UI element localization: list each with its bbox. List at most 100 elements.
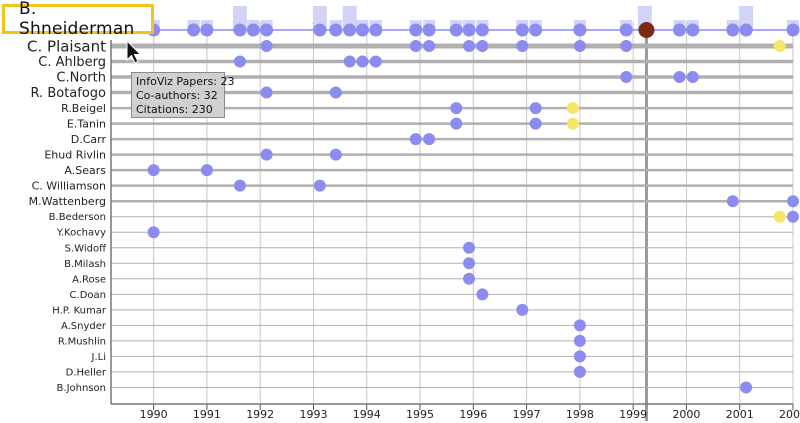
author-label[interactable]: D.Carr bbox=[71, 133, 107, 146]
publication-dot[interactable] bbox=[475, 23, 489, 37]
publication-dot[interactable] bbox=[409, 133, 422, 146]
x-tick-label: 1996 bbox=[459, 408, 487, 421]
publication-dot[interactable] bbox=[515, 23, 529, 37]
author-label[interactable]: S.Widoff bbox=[65, 243, 107, 254]
author-label[interactable]: Y.Kochavy bbox=[56, 228, 106, 239]
publication-dot[interactable] bbox=[449, 23, 463, 37]
author-label[interactable]: C. Plaisant bbox=[27, 37, 106, 55]
author-label[interactable]: Ehud Rivlin bbox=[44, 148, 106, 161]
publication-dot[interactable] bbox=[423, 133, 436, 146]
publication-dot[interactable] bbox=[422, 23, 436, 37]
publication-dot[interactable] bbox=[740, 381, 753, 394]
publication-dot[interactable] bbox=[260, 23, 274, 37]
selected-dot[interactable] bbox=[638, 22, 655, 38]
publication-dot[interactable] bbox=[356, 55, 369, 68]
publication-dot[interactable] bbox=[620, 71, 633, 84]
highlight-dot[interactable] bbox=[566, 102, 579, 115]
publication-dot[interactable] bbox=[246, 23, 260, 37]
author-label[interactable]: C. Ahlberg bbox=[38, 55, 106, 70]
publication-dot[interactable] bbox=[369, 23, 383, 37]
publication-dot[interactable] bbox=[686, 71, 699, 84]
author-label[interactable]: C. Williamson bbox=[32, 180, 106, 193]
publication-dot[interactable] bbox=[343, 23, 357, 37]
author-label[interactable]: R.Mushlin bbox=[58, 336, 106, 347]
publication-dot[interactable] bbox=[726, 23, 740, 37]
publication-dot[interactable] bbox=[573, 40, 586, 52]
publication-dot[interactable] bbox=[463, 257, 476, 270]
publication-dot[interactable] bbox=[329, 23, 343, 37]
author-label[interactable]: B.Johnson bbox=[57, 383, 106, 394]
publication-dot[interactable] bbox=[786, 23, 800, 37]
publication-dot[interactable] bbox=[260, 148, 273, 161]
author-label[interactable]: D.Heller bbox=[66, 367, 107, 378]
publication-dot[interactable] bbox=[686, 23, 700, 37]
publication-dot[interactable] bbox=[673, 71, 686, 84]
publication-dot[interactable] bbox=[313, 23, 327, 37]
publication-dot[interactable] bbox=[573, 350, 586, 363]
highlight-dot[interactable] bbox=[773, 210, 786, 223]
publication-dot[interactable] bbox=[463, 241, 476, 254]
publication-dot[interactable] bbox=[516, 40, 529, 52]
publication-dot[interactable] bbox=[423, 40, 436, 52]
author-label[interactable]: E.Tanin bbox=[67, 117, 106, 130]
publication-dot[interactable] bbox=[673, 23, 687, 37]
author-label[interactable]: C.North bbox=[56, 71, 106, 86]
publication-dot[interactable] bbox=[739, 23, 753, 37]
publication-dot[interactable] bbox=[409, 40, 422, 52]
publication-dot[interactable] bbox=[462, 23, 476, 37]
publication-dot[interactable] bbox=[787, 195, 799, 208]
author-label[interactable]: C.Doan bbox=[70, 290, 106, 301]
publication-dot[interactable] bbox=[529, 117, 542, 130]
publication-dot[interactable] bbox=[147, 164, 160, 177]
publication-dot[interactable] bbox=[233, 55, 246, 68]
publication-dot[interactable] bbox=[329, 86, 342, 99]
author-label[interactable]: H.P. Kumar bbox=[52, 305, 107, 316]
publication-dot[interactable] bbox=[476, 40, 489, 52]
publication-dot[interactable] bbox=[573, 365, 586, 378]
x-tick-label: 1995 bbox=[406, 408, 434, 421]
publication-dot[interactable] bbox=[463, 40, 476, 52]
publication-dot[interactable] bbox=[529, 23, 543, 37]
publication-dots[interactable] bbox=[147, 22, 800, 394]
publication-dot[interactable] bbox=[450, 117, 463, 130]
publication-dot[interactable] bbox=[409, 23, 423, 37]
author-label[interactable]: A.Snyder bbox=[61, 321, 107, 332]
publication-dot[interactable] bbox=[200, 164, 213, 177]
publication-dot[interactable] bbox=[260, 40, 273, 52]
author-label[interactable]: M.Wattenberg bbox=[29, 195, 106, 208]
author-label[interactable]: B.Bederson bbox=[49, 212, 106, 223]
publication-dot[interactable] bbox=[516, 303, 529, 316]
publication-dot[interactable] bbox=[787, 210, 799, 223]
publication-dot[interactable] bbox=[573, 334, 586, 347]
author-label[interactable]: R.Beigel bbox=[61, 102, 106, 115]
publication-dot[interactable] bbox=[620, 40, 633, 52]
publication-dot[interactable] bbox=[233, 23, 247, 37]
publication-dot[interactable] bbox=[573, 23, 587, 37]
author-label[interactable]: J.Li bbox=[91, 352, 106, 363]
author-label[interactable]: R. Botafogo bbox=[30, 86, 106, 101]
x-tick-label: 2002 bbox=[779, 408, 800, 421]
publication-dot[interactable] bbox=[260, 86, 273, 99]
publication-dot[interactable] bbox=[200, 23, 214, 37]
publication-dot[interactable] bbox=[147, 226, 160, 239]
publication-dot[interactable] bbox=[313, 179, 326, 192]
publication-dot[interactable] bbox=[619, 23, 633, 37]
author-label[interactable]: A.Sears bbox=[64, 164, 106, 177]
publication-dot[interactable] bbox=[355, 23, 369, 37]
highlight-dot[interactable] bbox=[773, 40, 786, 52]
highlight-dot[interactable] bbox=[566, 117, 579, 130]
publication-dot[interactable] bbox=[573, 319, 586, 332]
publication-dot[interactable] bbox=[450, 102, 463, 115]
focus-author-box[interactable]: B. Shneiderman bbox=[2, 0, 154, 39]
publication-dot[interactable] bbox=[329, 148, 342, 161]
author-label[interactable]: B.Milash bbox=[64, 259, 106, 270]
publication-dot[interactable] bbox=[187, 23, 201, 37]
publication-dot[interactable] bbox=[529, 102, 542, 115]
publication-dot[interactable] bbox=[233, 179, 246, 192]
publication-dot[interactable] bbox=[476, 288, 489, 301]
publication-dot[interactable] bbox=[369, 55, 382, 68]
publication-dot[interactable] bbox=[726, 195, 739, 208]
publication-dot[interactable] bbox=[343, 55, 356, 68]
author-label[interactable]: A.Rose bbox=[72, 274, 106, 285]
publication-dot[interactable] bbox=[463, 272, 476, 285]
